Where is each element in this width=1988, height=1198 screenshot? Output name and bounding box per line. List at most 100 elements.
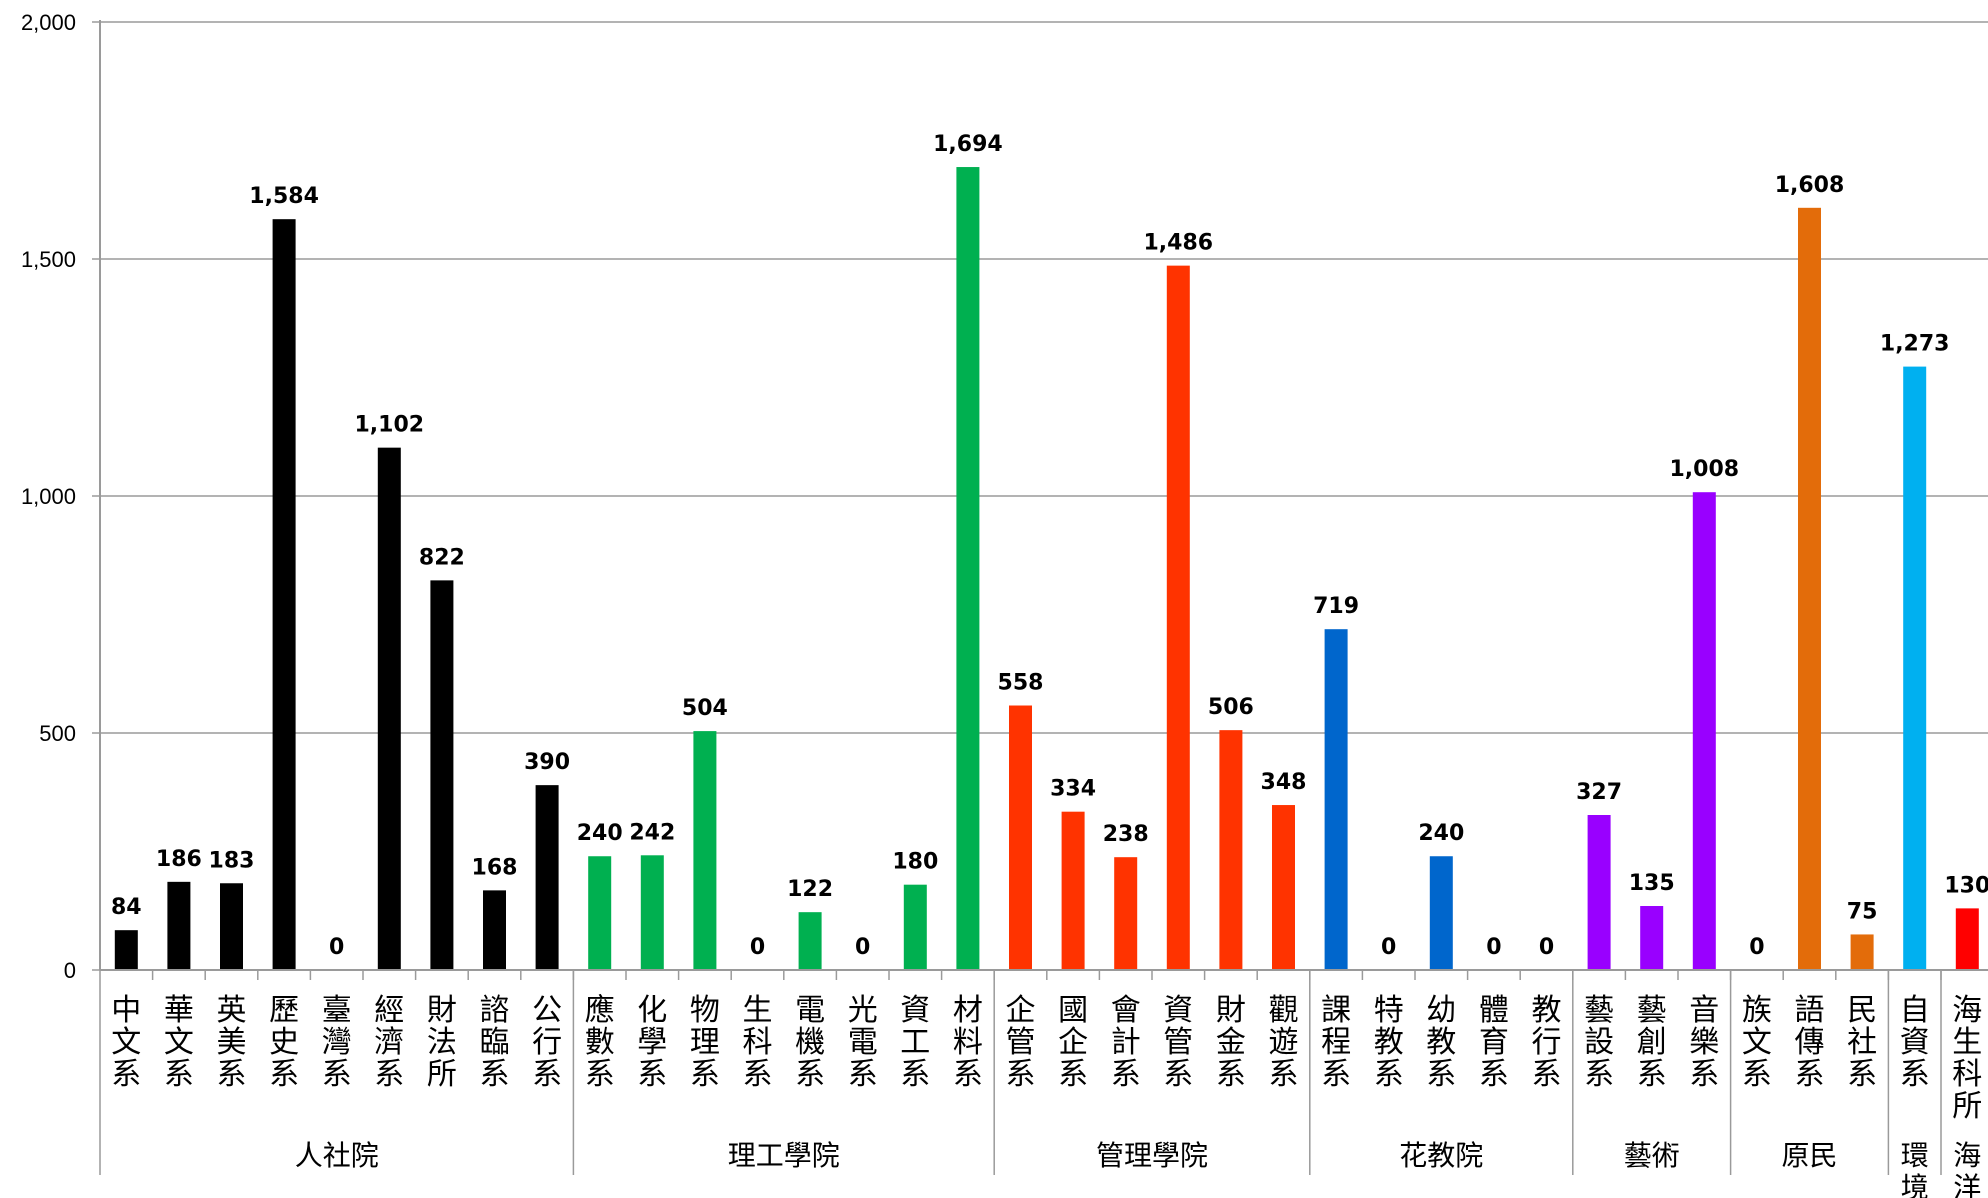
bar xyxy=(272,219,296,970)
bar xyxy=(1640,906,1664,970)
category-label: 材料系 xyxy=(953,993,983,1092)
bar xyxy=(1324,629,1348,970)
data-label: 122 xyxy=(787,877,833,902)
y-tick-label: 0 xyxy=(64,958,76,983)
data-label: 558 xyxy=(998,671,1044,696)
data-label: 348 xyxy=(1261,770,1307,795)
data-label: 327 xyxy=(1576,780,1622,805)
data-label: 0 xyxy=(1486,935,1501,960)
category-label: 企管系 xyxy=(1006,993,1036,1092)
data-label: 1,102 xyxy=(355,413,425,438)
bar xyxy=(1009,705,1032,970)
data-label: 334 xyxy=(1050,777,1096,802)
y-tick-label: 1,000 xyxy=(21,484,76,509)
group-label: 海洋 xyxy=(1953,1139,1981,1198)
category-label: 臺灣系 xyxy=(322,993,352,1092)
data-label: 0 xyxy=(329,935,344,960)
bar xyxy=(1114,857,1138,970)
data-label: 186 xyxy=(156,847,202,872)
data-label: 180 xyxy=(892,850,938,875)
category-label: 課程系 xyxy=(1321,993,1351,1092)
category-label: 公行系 xyxy=(532,993,562,1092)
data-label: 0 xyxy=(855,935,870,960)
data-label: 1,694 xyxy=(933,132,1003,157)
bar xyxy=(640,855,664,970)
category-label: 生科系 xyxy=(743,993,773,1092)
data-label: 504 xyxy=(682,696,728,721)
bar xyxy=(798,912,822,970)
bar xyxy=(1219,730,1243,970)
category-label: 藝創系 xyxy=(1637,993,1667,1092)
category-label: 經濟系 xyxy=(374,993,404,1092)
data-label: 1,486 xyxy=(1144,231,1214,256)
category-label: 族文系 xyxy=(1742,993,1772,1092)
bar xyxy=(535,785,559,970)
category-label: 觀遊系 xyxy=(1269,993,1299,1092)
data-label: 390 xyxy=(524,750,570,775)
category-label: 教行系 xyxy=(1532,993,1562,1092)
group-label: 管理學院 xyxy=(1096,1139,1208,1172)
category-label: 資工系 xyxy=(900,993,930,1092)
category-labels: 中文系華文系英美系歷史系臺灣系經濟系財法所諮臨系公行系應數系化學系物理系生科系電… xyxy=(111,993,1982,1124)
data-label: 75 xyxy=(1847,899,1878,924)
y-tick-label: 500 xyxy=(39,721,76,746)
category-label: 電機系 xyxy=(795,993,825,1092)
bar xyxy=(1272,805,1295,970)
y-tick-label: 1,500 xyxy=(21,247,76,272)
gridlines xyxy=(100,21,1988,734)
category-label: 國企系 xyxy=(1058,993,1088,1092)
data-label: 1,273 xyxy=(1880,332,1950,357)
bar xyxy=(114,930,138,970)
group-label: 人社院 xyxy=(295,1139,379,1172)
category-label: 語傳系 xyxy=(1795,993,1825,1092)
data-label: 719 xyxy=(1313,594,1359,619)
bar xyxy=(1166,265,1190,970)
bar xyxy=(1692,492,1716,970)
bar xyxy=(220,883,243,970)
data-label: 822 xyxy=(419,545,465,570)
data-label: 506 xyxy=(1208,695,1254,720)
bar xyxy=(1429,856,1453,970)
group-label: 花教院 xyxy=(1399,1139,1483,1172)
y-axis-ticks: 0 500 1,000 1,500 2,000 xyxy=(21,10,100,983)
category-label: 民社系 xyxy=(1847,993,1877,1092)
axes xyxy=(99,20,1988,1175)
category-label: 光電系 xyxy=(848,993,878,1092)
category-label: 諮臨系 xyxy=(480,993,510,1092)
category-label: 華文系 xyxy=(164,993,194,1092)
bar xyxy=(903,884,927,970)
category-label: 財金系 xyxy=(1216,993,1246,1092)
data-label: 242 xyxy=(629,820,675,845)
category-label: 中文系 xyxy=(111,993,141,1092)
category-label: 會計系 xyxy=(1111,993,1141,1092)
group-label: 藝術 xyxy=(1624,1139,1680,1172)
bar xyxy=(1798,207,1821,971)
bar xyxy=(377,447,401,971)
group-label: 環境 xyxy=(1901,1139,1929,1198)
bar xyxy=(1955,908,1979,970)
category-label: 資管系 xyxy=(1163,993,1193,1092)
data-label: 130 xyxy=(1944,873,1988,898)
bar xyxy=(588,856,612,970)
category-label: 歷史系 xyxy=(269,993,299,1092)
bar xyxy=(1903,366,1927,970)
data-label: 1,584 xyxy=(249,184,319,209)
group-label: 原民 xyxy=(1781,1139,1837,1172)
data-label: 183 xyxy=(209,848,255,873)
data-label: 240 xyxy=(1418,821,1464,846)
y-tick-label: 2,000 xyxy=(21,10,76,35)
data-label: 84 xyxy=(111,895,142,920)
data-label: 0 xyxy=(1749,935,1764,960)
group-label: 理工學院 xyxy=(728,1139,840,1172)
category-label: 音樂系 xyxy=(1689,993,1719,1092)
bar xyxy=(956,167,980,970)
data-label: 168 xyxy=(472,855,518,880)
data-label: 1,008 xyxy=(1670,457,1740,482)
data-label: 0 xyxy=(750,935,765,960)
category-label: 財法所 xyxy=(427,993,457,1092)
category-label: 幼教系 xyxy=(1426,993,1456,1092)
bars xyxy=(114,167,1979,971)
bar xyxy=(430,580,454,970)
bar xyxy=(167,881,191,970)
